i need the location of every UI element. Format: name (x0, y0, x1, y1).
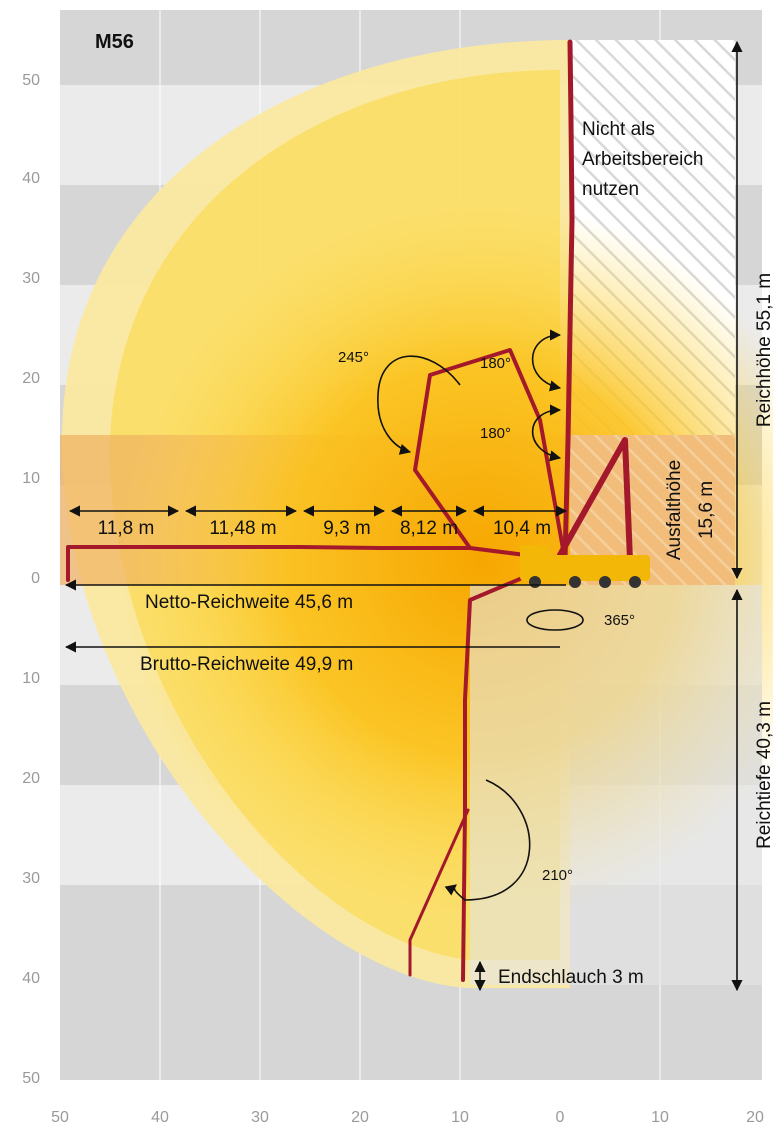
y-tick: 30 (22, 270, 40, 287)
model-label: M56 (95, 31, 134, 53)
y-tick: 0 (31, 570, 40, 587)
reach-depth-label: Reichtiefe 40,3 m (754, 701, 773, 849)
y-tick: 30 (22, 870, 40, 887)
y-tick: 40 (22, 170, 40, 187)
angle-245: 245° (338, 349, 369, 366)
segment-labels: 11,8 m 11,48 m 9,3 m 8,12 m 10,4 m (98, 518, 551, 539)
angle-365: 365° (604, 612, 635, 629)
x-tick: 40 (151, 1109, 169, 1126)
x-tick: 50 (51, 1109, 69, 1126)
segment-label: 11,48 m (209, 518, 276, 539)
segment-label: 9,3 m (323, 518, 371, 539)
reach-height-label: Reichhöhe 55,1 m (754, 273, 773, 427)
brutto-reach-label: Brutto-Reichweite 49,9 m (140, 654, 353, 675)
height-depth-arrows (474, 40, 743, 992)
x-tick: 20 (746, 1109, 764, 1126)
angle-180-bottom: 180° (480, 425, 511, 442)
y-tick: 20 (22, 370, 40, 387)
x-tick: 10 (651, 1109, 669, 1126)
angle-210: 210° (542, 867, 573, 884)
angle-labels: 245° 180° 180° 365° 210° (338, 349, 635, 884)
no-work-zone-label: Nicht als Arbeitsbereich nutzen (582, 119, 703, 200)
x-axis: 50 40 30 20 10 0 10 20 (51, 1109, 764, 1126)
y-tick: 10 (22, 670, 40, 687)
segment-label: 8,12 m (400, 518, 458, 539)
x-tick: 20 (351, 1109, 369, 1126)
segment-label: 11,8 m (98, 518, 155, 539)
x-tick: 0 (556, 1109, 565, 1126)
angle-180-top: 180° (480, 355, 511, 372)
unfold-height-label-2: 15,6 m (696, 481, 717, 539)
segment-label: 10,4 m (493, 518, 551, 539)
below-ground-zone (470, 585, 762, 985)
svg-text:nutzen: nutzen (582, 179, 639, 200)
x-tick: 10 (451, 1109, 469, 1126)
y-tick: 10 (22, 470, 40, 487)
x-tick: 30 (251, 1109, 269, 1126)
y-tick: 40 (22, 970, 40, 987)
unfold-height-label-1: Ausfalthöhe (664, 460, 685, 560)
y-tick: 20 (22, 770, 40, 787)
svg-text:Nicht als: Nicht als (582, 119, 655, 140)
y-tick: 50 (22, 72, 40, 89)
netto-reach-label: Netto-Reichweite 45,6 m (145, 592, 353, 613)
y-tick: 50 (22, 1070, 40, 1087)
end-hose-label: Endschlauch 3 m (498, 967, 644, 988)
rotation-arcs (377, 329, 584, 901)
svg-text:Arbeitsbereich: Arbeitsbereich (582, 149, 703, 170)
y-axis: 50 40 30 20 10 0 10 20 30 40 50 (22, 72, 40, 1087)
boom (66, 39, 633, 982)
reach-arrows (64, 579, 566, 653)
